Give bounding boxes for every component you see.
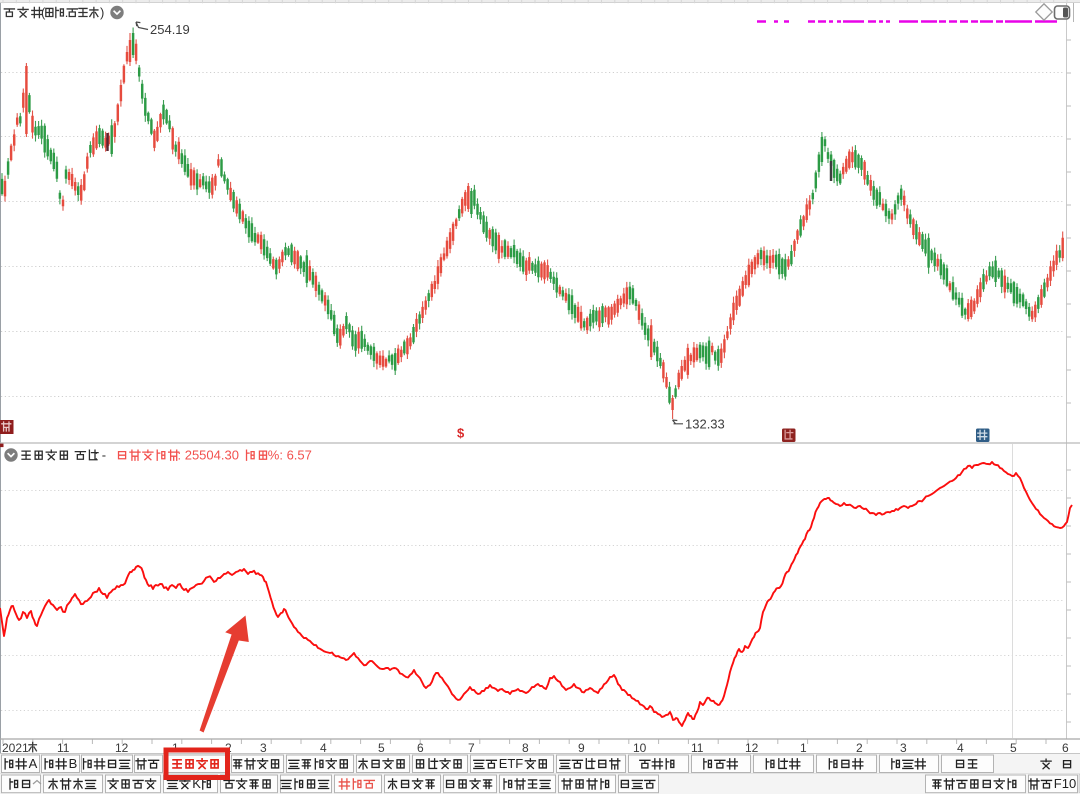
svg-text:2021: 2021 [2, 741, 29, 755]
svg-text:7: 7 [468, 741, 475, 755]
svg-text:4: 4 [320, 741, 327, 755]
svg-text:2: 2 [856, 741, 863, 755]
svg-text:8: 8 [522, 741, 529, 755]
svg-text:A: A [29, 756, 38, 771]
svg-text:5: 5 [1010, 741, 1017, 755]
svg-text:1: 1 [800, 741, 807, 755]
svg-text:): ) [100, 5, 104, 20]
svg-text:4: 4 [957, 741, 964, 755]
svg-text:: 25504.30: : 25504.30 [178, 448, 239, 463]
svg-text:6: 6 [417, 741, 424, 755]
svg-text:3: 3 [900, 741, 907, 755]
svg-text:: -: : - [95, 448, 107, 463]
svg-text:254.19: 254.19 [150, 22, 190, 37]
svg-text:3: 3 [260, 741, 267, 755]
svg-text:$: $ [457, 426, 465, 441]
svg-text:%: 6.57: %: 6.57 [268, 448, 312, 463]
svg-text:11: 11 [57, 741, 70, 755]
svg-text:B: B [69, 756, 78, 771]
svg-text:.: . [65, 5, 69, 20]
svg-text:11: 11 [691, 741, 704, 755]
svg-text:(: ( [41, 5, 46, 20]
svg-text:K: K [192, 776, 201, 791]
svg-text:132.33: 132.33 [685, 417, 725, 432]
svg-text:10: 10 [633, 741, 647, 755]
svg-text:F10: F10 [1054, 776, 1076, 791]
svg-text:5: 5 [378, 741, 385, 755]
svg-text:12: 12 [745, 741, 759, 755]
svg-text:6: 6 [1062, 741, 1069, 755]
svg-text:ETF: ETF [499, 756, 524, 771]
svg-text:9: 9 [578, 741, 585, 755]
svg-text:12: 12 [115, 741, 129, 755]
